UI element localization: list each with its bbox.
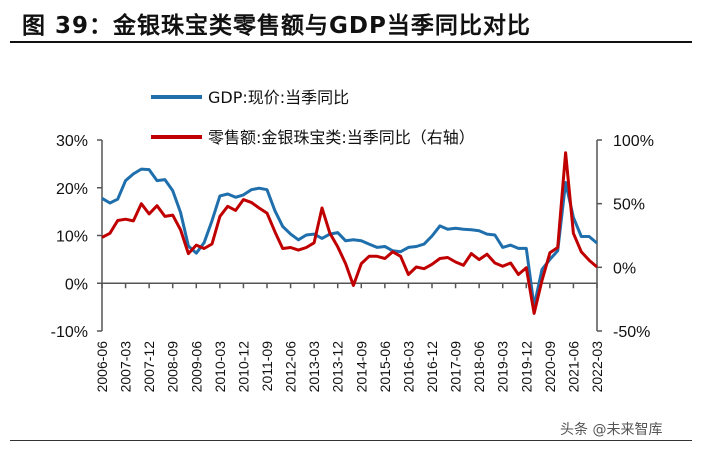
right-tick-label: 50% (613, 197, 645, 214)
bottom-divider (10, 440, 692, 441)
x-tick-label: 2017-09 (448, 341, 464, 393)
left-tick-label: 10% (56, 229, 88, 246)
right-tick-label: 0% (613, 260, 636, 277)
x-tick-label: 2013-03 (306, 341, 322, 393)
x-tick-label: 2022-03 (589, 341, 605, 393)
x-tick-label: 2018-06 (471, 341, 487, 393)
x-tick-label: 2014-09 (353, 341, 369, 393)
x-tick-label: 2013-12 (330, 341, 346, 393)
figure-title: 图 39：金银珠宝类零售额与GDP当季同比对比 (22, 13, 531, 39)
right-tick-label: 100% (613, 133, 654, 150)
x-tick-label: 2019-03 (495, 341, 511, 393)
x-tick-label: 2020-09 (542, 341, 558, 393)
left-tick-label: 20% (56, 181, 88, 198)
x-tick-label: 2016-12 (424, 341, 440, 393)
x-tick-label: 2008-09 (165, 341, 181, 393)
series-lines (101, 151, 598, 315)
legend-label-gdp: GDP:现价:当季同比 (208, 88, 349, 107)
x-tick-label: 2015-06 (377, 341, 393, 393)
x-tick-label: 2011-09 (259, 341, 275, 392)
right-tick-label: -50% (613, 324, 650, 341)
x-tick-label: 2007-03 (118, 341, 134, 393)
legend-label-retail: 零售额:金银珠宝类:当季同比（右轴） (208, 128, 475, 147)
axes: -10% 0% 10% 20% 30% -50% 0% 50% 100% 2006-06 2007-… (51, 133, 654, 392)
gdp-line (101, 167, 598, 308)
left-tick-label: -10% (51, 324, 88, 341)
title-divider (10, 41, 692, 43)
x-tick-label: 2010-12 (235, 341, 251, 393)
legend: GDP:现价:当季同比 零售额:金银珠宝类:当季同比（右轴） (151, 88, 475, 147)
retail-line (101, 151, 598, 315)
left-tick-label: 0% (65, 276, 88, 293)
watermark: 头条 @未来智库 (560, 422, 663, 438)
x-tick-label: 2021-06 (565, 341, 581, 393)
x-tick-label: 2019-12 (518, 341, 534, 393)
x-tick-label: 2016-03 (400, 341, 416, 393)
x-tick-label: 2010-03 (212, 341, 228, 393)
x-tick-label: 2012-06 (283, 341, 299, 393)
x-tick-label: 2009-06 (188, 341, 204, 393)
x-tick-label: 2007-12 (141, 341, 157, 393)
left-tick-label: 30% (56, 133, 88, 150)
x-tick-label: 2006-06 (94, 341, 110, 393)
